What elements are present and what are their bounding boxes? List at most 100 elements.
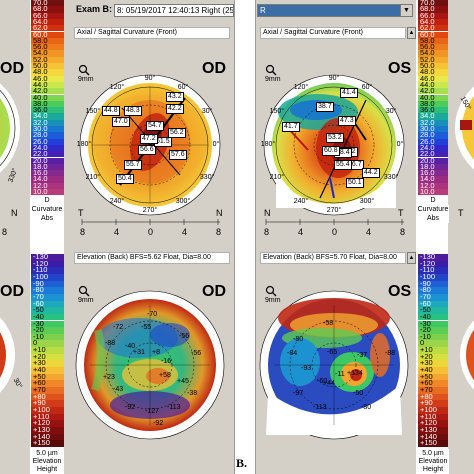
od-elevation-title: Elevation (Back) BFS=5.62 Float, Dia=8.0… (74, 252, 230, 264)
measurement-value: -127 (145, 408, 160, 415)
left-n: N (11, 208, 18, 218)
scale-cell: 34.0 (418, 112, 448, 120)
od-axis-4: 4 (114, 227, 120, 237)
scale-cell: +40 (31, 366, 64, 374)
scale-cell: 66.0 (31, 11, 64, 19)
scale-cell: 56.0 (31, 43, 64, 51)
os-elevation-title: Elevation (Back) BFS=5.70 Float, Dia=8.0… (260, 252, 406, 264)
scale-cell: +80 (31, 393, 64, 401)
scale-cell: 52.0 (31, 55, 64, 63)
scale-cell: -90 (418, 280, 448, 288)
od-curvature-title: Axial / Sagittal Curvature (Front) (74, 27, 230, 39)
right-exam-select[interactable]: R ▼ (257, 4, 413, 17)
scale-cell: 60.0 (31, 30, 64, 38)
scale-cell: 36.0 (418, 106, 448, 114)
measurement-value: -37 (357, 352, 368, 359)
degree-label: 240° (109, 198, 125, 206)
scale-cell: +140 (31, 432, 64, 441)
degree-label: 0° (396, 141, 404, 148)
scale-cell: 16.0 (418, 169, 448, 177)
zoom-label: 9mm (265, 76, 281, 83)
measurement-value: 43.2 (166, 92, 184, 102)
scale-cell: -40 (31, 313, 64, 321)
left-edge-eye-label: OD (0, 283, 24, 300)
right-exam-select-value: R (260, 6, 266, 15)
scale-cell: 18.0 (418, 162, 448, 170)
scale-cell: -60 (418, 299, 448, 308)
scale-cell: 20.0 (31, 156, 64, 164)
measurement-value: 56.2 (168, 128, 186, 138)
far-right-panel-bg (448, 0, 474, 474)
measurement-value: 44.8 (102, 106, 120, 116)
scale-cell: +100 (418, 406, 448, 414)
scale-cell: 52.0 (418, 55, 448, 63)
left-edge-eye-label-top: OD (0, 60, 24, 77)
degree-label: 0° (212, 141, 220, 148)
scale-cell: 16.0 (31, 169, 64, 177)
scale-cell: 50.0 (418, 62, 448, 69)
scale-cell: -40 (418, 313, 448, 321)
measurement-value: -72 (113, 324, 124, 331)
exam-select-value: 8: 05/19/2017 12:40:13 Right (25 (117, 6, 234, 15)
scale-cell: -130 (31, 253, 64, 261)
degree-label: 30° (201, 108, 213, 115)
scale-cell: 14.0 (418, 175, 448, 183)
scale-cell: 46.0 (31, 74, 64, 82)
scale-cell: -80 (418, 286, 448, 294)
degree-label: 90° (144, 75, 156, 82)
os-axis-8: 8 (264, 227, 270, 237)
measurement-value: 38.7 (316, 102, 334, 112)
scale-cell: 68.0 (418, 5, 448, 13)
scale-cell: 28.0 (418, 131, 448, 139)
od-elev-eye-label: OD (202, 283, 226, 300)
scale-cell: 54.0 (31, 49, 64, 57)
elev-scale-caption-height: Height (30, 465, 64, 474)
scale-cell: 12.0 (31, 181, 64, 189)
scale-cell: -100 (31, 273, 64, 281)
measurement-value: 57.6 (169, 150, 187, 160)
curv-scale-caption: Curvature (30, 205, 64, 214)
measurement-value: 47.0 (112, 117, 130, 127)
scale-cell: -30 (31, 319, 64, 328)
measurement-value: 41.4 (340, 88, 358, 98)
measurement-value: -92 (125, 404, 136, 411)
scale-cell: +150 (418, 439, 448, 447)
scale-cell: 22.0 (418, 150, 448, 158)
magnifier-icon[interactable] (265, 64, 277, 78)
zoom-label: 9mm (265, 297, 281, 304)
os-axis-n: N (264, 208, 271, 218)
scale-cell: 36.0 (31, 106, 64, 114)
scroll-button[interactable]: ▲ (407, 27, 416, 39)
elev-scale-unit-right: 5.0 µm (417, 449, 449, 458)
scale-cell: -70 (31, 293, 64, 301)
scale-cell: 62.0 (418, 24, 448, 32)
os-elevation-map (259, 290, 409, 440)
curv-scale-d-right: D (419, 196, 447, 205)
measurement-value: +134 (347, 370, 363, 377)
degree-label: 180° (76, 141, 92, 148)
measurement-value: -55 (141, 324, 152, 331)
measurement-value: -93 (301, 365, 312, 372)
divider (234, 0, 235, 474)
scale-cell: +50 (31, 373, 64, 381)
scroll-button[interactable]: ▲ (407, 252, 416, 264)
od-axis-8b: 8 (216, 227, 222, 237)
magnifier-icon[interactable] (265, 285, 277, 299)
od-axis-t: T (78, 208, 84, 218)
magnifier-icon[interactable] (78, 64, 90, 78)
zoom-label: 9mm (78, 76, 94, 83)
elev-scale-caption-height-right: Height (417, 465, 449, 474)
measurement-value: -38 (187, 390, 198, 397)
chevron-down-icon[interactable]: ▼ (400, 5, 412, 16)
scale-cell: 38.0 (31, 99, 64, 107)
exam-select[interactable]: 8: 05/19/2017 12:40:13 Right (25 (114, 4, 234, 17)
scale-cell: 18.0 (31, 162, 64, 170)
measurement-value: +45 (177, 378, 189, 385)
measurement-value: 56.6 (138, 145, 156, 155)
measurement-value: -50 (353, 390, 364, 397)
magnifier-icon[interactable] (78, 285, 90, 299)
scale-cell: +150 (31, 439, 64, 447)
scale-cell: 42.0 (31, 87, 64, 95)
scale-cell: -50 (31, 306, 64, 314)
measurement-value: 48.3 (124, 106, 142, 116)
